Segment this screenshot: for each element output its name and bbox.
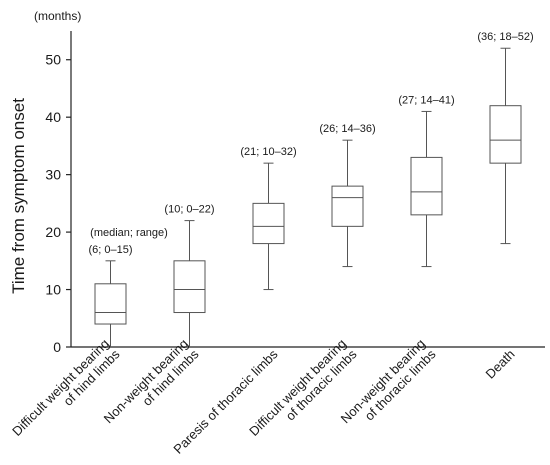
box-group: (36; 18–52) — [477, 31, 534, 245]
box-group: (10; 0–22) — [164, 204, 215, 347]
box-group: (6; 0–15) — [88, 244, 133, 347]
data-label: (6; 0–15) — [88, 244, 132, 256]
data-label: (26; 14–36) — [319, 123, 375, 135]
y-tick-label: 0 — [53, 339, 61, 355]
x-tick-label: Difficult weight bearingof hind limbs — [9, 336, 123, 450]
box-iqr — [489, 105, 522, 164]
box-iqr — [173, 260, 206, 314]
data-label: (36; 18–52) — [477, 31, 533, 43]
x-tick-label-line: Death — [482, 347, 517, 382]
box-group: (21; 10–32) — [240, 146, 297, 291]
y-unit-label: (months) — [34, 9, 81, 23]
x-tick-label: Death — [482, 347, 517, 382]
y-tick-label: 20 — [45, 224, 61, 240]
annotation-median-range: (median; range) — [90, 227, 168, 239]
box-iqr — [252, 202, 285, 245]
y-tick-label: 40 — [45, 109, 61, 125]
box-group: (27; 14–41) — [398, 94, 455, 268]
data-label: (10; 0–22) — [164, 204, 214, 216]
box-iqr — [94, 283, 127, 325]
x-tick-label-line: Difficult weight bearing — [246, 336, 349, 439]
box-series: (6; 0–15) (10; 0–22) (21; 10–32) (26; 14–36… — [88, 31, 534, 347]
y-tick-label: 30 — [45, 167, 61, 183]
box-group: (26; 14–36) — [319, 123, 376, 268]
data-label: (21; 10–32) — [240, 146, 296, 158]
data-label: (27; 14–41) — [398, 94, 454, 106]
y-tick-label: 50 — [45, 52, 61, 68]
y-tick-label: 10 — [45, 282, 61, 298]
x-tick-labels: Difficult weight bearingof hind limbsNon… — [9, 336, 518, 457]
axes: 0 10 20 30 40 50 — [45, 31, 545, 355]
box-iqr — [410, 156, 443, 216]
box-iqr — [331, 185, 364, 227]
y-axis-title: Time from symptom onset — [9, 98, 28, 294]
